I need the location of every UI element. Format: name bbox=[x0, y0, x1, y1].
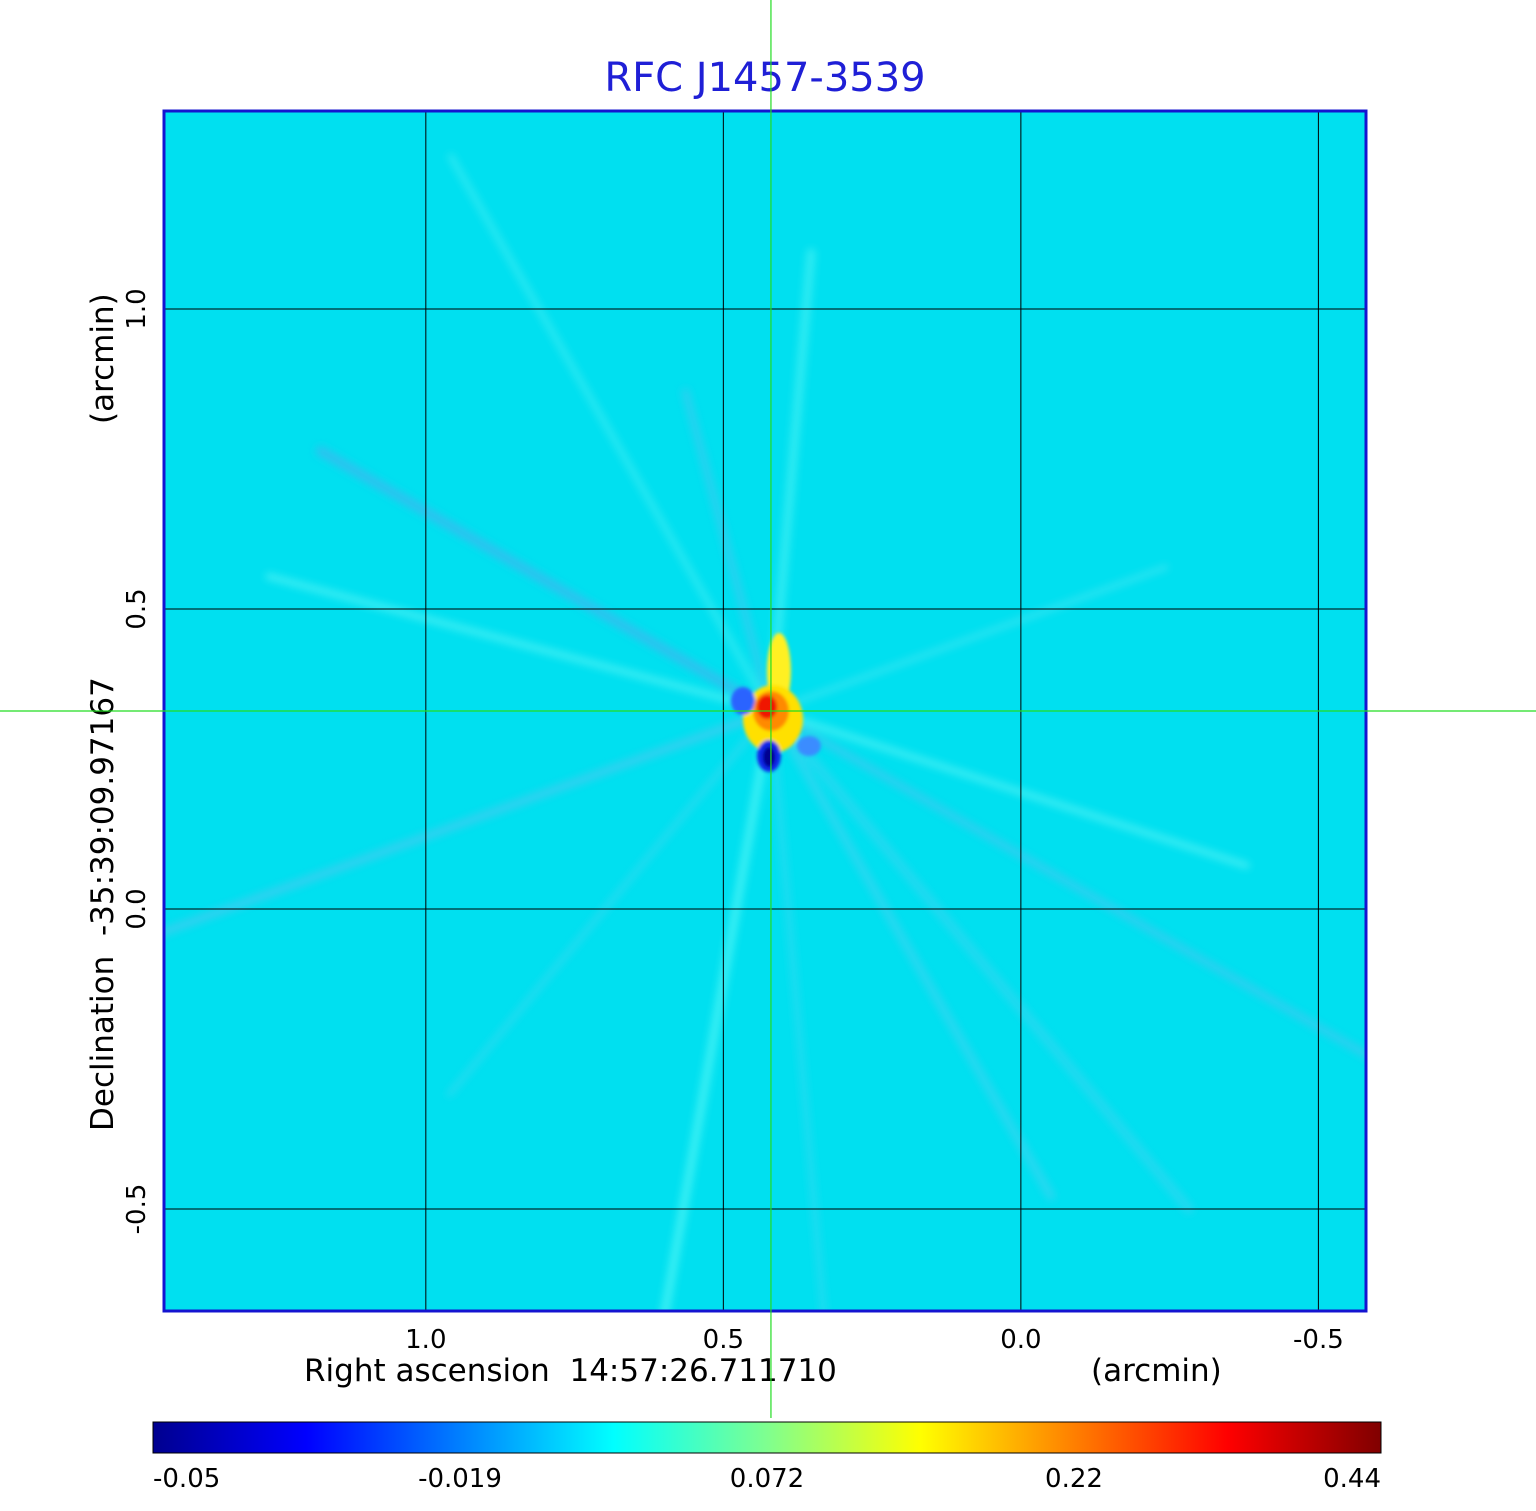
y-tick-label: 0.0 bbox=[122, 888, 152, 929]
source-component bbox=[756, 695, 777, 719]
colorbar-tick-label: 0.22 bbox=[1045, 1464, 1103, 1494]
sidelobe-streak bbox=[681, 388, 775, 715]
source-component bbox=[730, 687, 755, 715]
colorbar bbox=[152, 1421, 1382, 1454]
source-component bbox=[796, 736, 821, 756]
grid-lines bbox=[164, 111, 1366, 1311]
sidelobe-streak bbox=[164, 707, 775, 937]
y-tick-label: -0.5 bbox=[122, 1184, 152, 1235]
sidelobe-streak bbox=[446, 708, 774, 1098]
sidelobe-streak bbox=[767, 564, 1169, 714]
source-component bbox=[762, 747, 775, 767]
sidelobe-streak bbox=[765, 706, 1194, 1214]
image-area bbox=[164, 111, 1366, 1311]
x-axis-label: Right ascension 14:57:26.711710 bbox=[304, 1353, 837, 1389]
sidelobe-streak bbox=[767, 707, 1250, 870]
sidelobe-streak bbox=[766, 706, 1056, 1201]
crosshair bbox=[0, 0, 1536, 1418]
x-tick-labels: 1.0 0.5 0.0 -0.5 bbox=[405, 1325, 1344, 1355]
sidelobe-streak bbox=[447, 153, 775, 715]
y-axis-unit: (arcmin) bbox=[85, 293, 121, 424]
sidelobe-streak bbox=[660, 706, 776, 1311]
sidelobe-streak bbox=[315, 446, 776, 716]
x-tick-label: 1.0 bbox=[405, 1325, 446, 1355]
x-axis-unit: (arcmin) bbox=[1091, 1353, 1222, 1389]
colorbar-tick-label: 0.072 bbox=[730, 1464, 804, 1494]
chart-title: RFC J1457-3539 bbox=[604, 55, 925, 101]
y-axis-label: Declination -35:39:09.97167 bbox=[85, 677, 121, 1131]
x-tick-label: -0.5 bbox=[1293, 1325, 1344, 1355]
colorbar-tick-label: 0.44 bbox=[1323, 1464, 1381, 1494]
sidelobe-streak bbox=[767, 707, 827, 1311]
source-blob bbox=[730, 633, 821, 772]
x-tick-label: 0.0 bbox=[1000, 1325, 1041, 1355]
colorbar-tick-labels: -0.05 -0.019 0.072 0.22 0.44 bbox=[153, 1464, 1381, 1494]
x-tick-label: 0.5 bbox=[703, 1325, 744, 1355]
sidelobe-streak bbox=[265, 572, 775, 715]
y-tick-label: 0.5 bbox=[122, 588, 152, 629]
sidelobe-streak bbox=[766, 707, 1366, 1060]
y-tick-labels: 1.0 0.5 0.0 -0.5 bbox=[122, 288, 152, 1234]
colorbar-tick-label: -0.019 bbox=[418, 1464, 502, 1494]
y-tick-label: 1.0 bbox=[122, 288, 152, 329]
colorbar-tick-label: -0.05 bbox=[153, 1464, 220, 1494]
